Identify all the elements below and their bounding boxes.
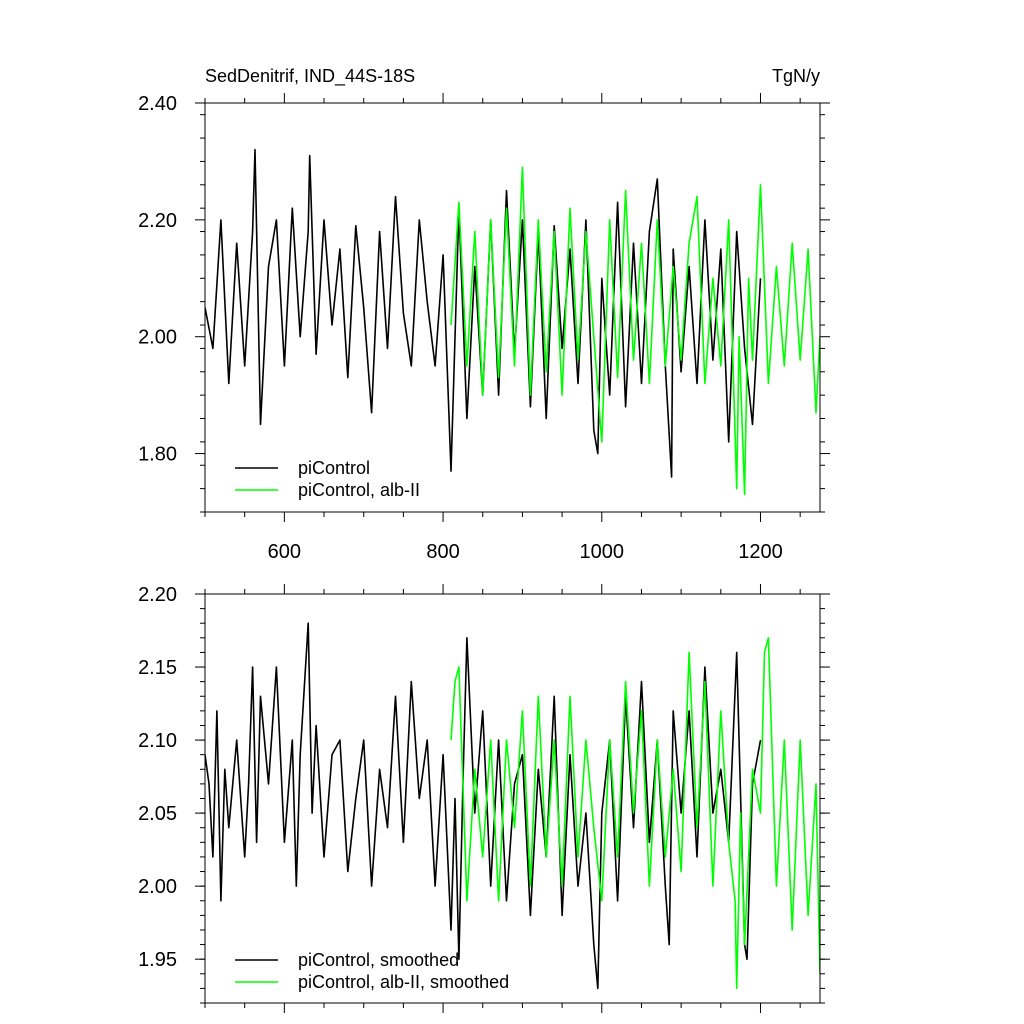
- units-label: TgN/y: [772, 66, 820, 86]
- series-line-1: [205, 622, 762, 990]
- chart-title: SedDenitrif, IND_44S-18S: [205, 66, 415, 87]
- y-tick-label: 1.80: [138, 444, 177, 466]
- y-tick-label: 2.20: [138, 584, 177, 606]
- y-tick-label: 2.15: [138, 657, 177, 679]
- x-tick-label: 1200: [738, 541, 783, 563]
- series-line-2: [450, 166, 820, 496]
- y-tick-label: 2.20: [138, 210, 177, 232]
- plot-frame: [204, 102, 821, 513]
- x-tick-label: 1000: [580, 541, 625, 563]
- legend-label-2: piControl, alb-II, smoothed: [298, 972, 509, 992]
- x-tick-label: 800: [426, 541, 459, 563]
- series-line-2: [450, 637, 820, 990]
- y-tick-label: 1.95: [138, 949, 177, 971]
- legend-label-1: piControl, smoothed: [298, 950, 459, 970]
- top-panel: SedDenitrif, IND_44S-18S TgN/y 600 800 100…: [138, 66, 830, 563]
- legend-label-1: piControl: [298, 458, 370, 478]
- x-tick-label: 600: [268, 541, 301, 563]
- bottom-panel: 1.95 2.00 2.05 2.10 2.15 2.20 piControl, smoot…: [138, 584, 830, 1013]
- y-tick-label: 2.00: [138, 327, 177, 349]
- y-tick-label: 2.40: [138, 93, 177, 115]
- y-tick-label: 2.00: [138, 876, 177, 898]
- legend-label-2: piControl, alb-II: [298, 480, 420, 500]
- y-tick-label: 2.05: [138, 803, 177, 825]
- y-tick-label: 2.10: [138, 730, 177, 752]
